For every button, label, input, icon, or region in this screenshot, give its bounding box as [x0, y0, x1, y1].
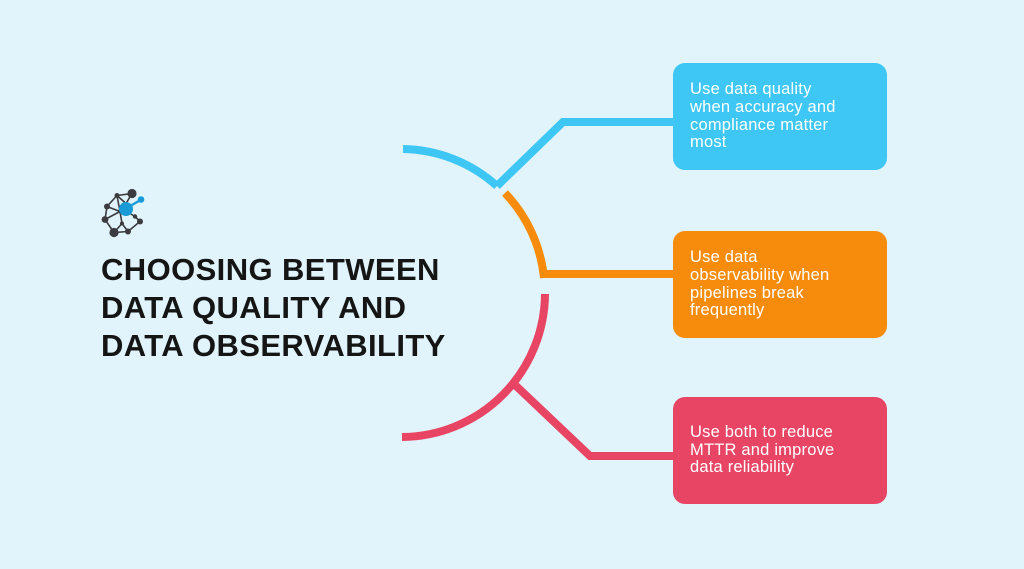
card-data-observability: Use data observability when pipelines br…: [673, 231, 887, 338]
logo-accent-node: [119, 196, 145, 216]
connector-branch-use-both: [510, 380, 674, 460]
card-data-observability-text: Use data observability when pipelines br…: [690, 247, 830, 320]
network-graph-logo-icon: [101, 188, 145, 238]
connector-arc-use-both: [401, 293, 549, 441]
connector-arc-data-observability: [502, 190, 548, 279]
card-data-quality: Use data quality when accuracy and compl…: [673, 63, 887, 170]
card-data-quality-text: Use data quality when accuracy and compl…: [690, 79, 836, 152]
card-use-both-text: Use both to reduce MTTR and improve data…: [690, 422, 835, 477]
page-title: CHOOSING BETWEEN DATA QUALITY AND DATA O…: [101, 252, 446, 363]
card-use-both: Use both to reduce MTTR and improve data…: [673, 397, 887, 504]
connector-arc-data-quality: [402, 145, 500, 189]
connector-branch-data-quality: [494, 118, 674, 189]
